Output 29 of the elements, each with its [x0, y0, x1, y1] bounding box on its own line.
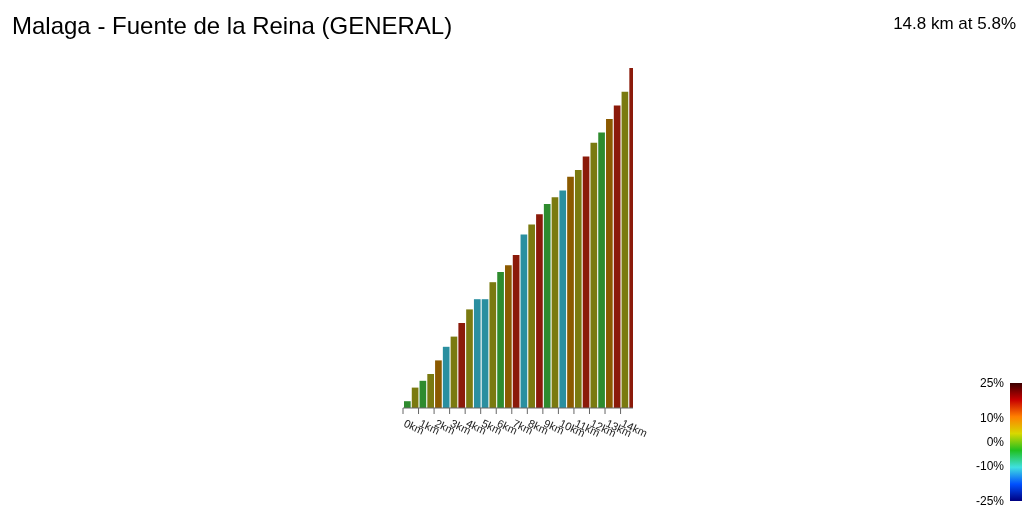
- bar: [536, 214, 543, 408]
- text: 14.8 km at 5.8%: [893, 14, 1016, 34]
- bar: [559, 190, 567, 408]
- bar: [551, 197, 559, 408]
- bar: [466, 309, 473, 408]
- bar: [598, 132, 605, 408]
- bar: [543, 204, 551, 408]
- bar: [435, 360, 442, 408]
- bar: [427, 374, 434, 408]
- color-bar-label: -25%: [975, 494, 1005, 508]
- color-bar-label: 0%: [986, 435, 1005, 449]
- bar: [489, 282, 497, 408]
- bar: [606, 119, 613, 408]
- chart-title: Malaga - Fuente de la Reina (GENERAL): [12, 12, 453, 40]
- bar: [574, 170, 582, 408]
- color-bar-label: 25%: [979, 376, 1005, 390]
- bar: [621, 91, 629, 408]
- bar: [590, 142, 598, 408]
- bar: [528, 224, 535, 408]
- bar: [567, 176, 574, 408]
- bar: [505, 265, 512, 408]
- color-bar-label: -10%: [975, 458, 1005, 473]
- bar: [458, 323, 466, 408]
- bar: [442, 346, 450, 408]
- bar: [582, 156, 590, 408]
- bar: [613, 105, 621, 408]
- color-bar-label: 10%: [979, 411, 1005, 426]
- bar: [497, 272, 504, 408]
- bar: [404, 401, 411, 408]
